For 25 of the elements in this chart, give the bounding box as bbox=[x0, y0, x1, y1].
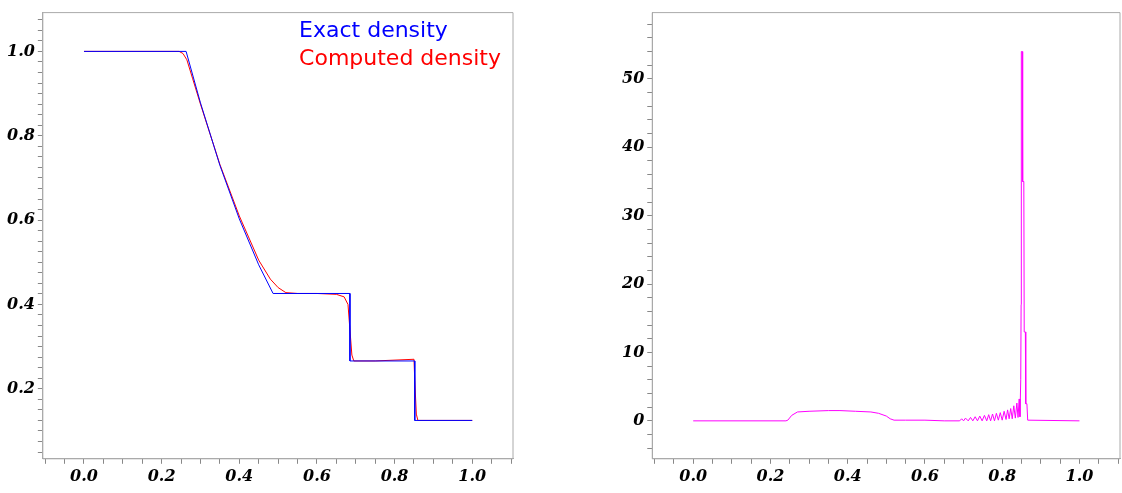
text: Computed density bbox=[299, 45, 502, 71]
y-tick-label: 20 bbox=[621, 273, 645, 293]
text: Exact density bbox=[299, 17, 448, 43]
y-tick-label: 0.6 bbox=[6, 209, 35, 229]
x-tick-label: 0.8 bbox=[988, 465, 1017, 485]
y-tick-label: 10 bbox=[622, 341, 645, 361]
y-tick-label: 30 bbox=[622, 204, 645, 224]
x-tick-label: 0.2 bbox=[147, 465, 176, 485]
x-tick-label: 0.6 bbox=[911, 465, 939, 485]
x-tick-label: 0.4 bbox=[225, 465, 254, 485]
x-tick-label: 0.0 bbox=[679, 465, 708, 485]
y-tick-label: 0 bbox=[633, 410, 645, 429]
x-tick-label: 1.0 bbox=[458, 465, 487, 485]
y-tick-label: 0.2 bbox=[6, 377, 35, 397]
x-tick-label: 0.0 bbox=[70, 465, 98, 485]
y-tick-label: 0.4 bbox=[6, 293, 35, 313]
y-tick-label: 1.0 bbox=[6, 40, 35, 60]
x-tick-label: 0.4 bbox=[833, 465, 862, 485]
x-tick-label: 0.8 bbox=[380, 465, 409, 485]
x-tick-label: 0.2 bbox=[756, 465, 785, 485]
y-tick-label: 50 bbox=[622, 68, 645, 88]
y-tick-label: 40 bbox=[622, 136, 645, 156]
y-tick-label: 0.8 bbox=[6, 124, 35, 144]
x-tick-label: 1.0 bbox=[1065, 465, 1094, 485]
x-tick-label: 0.6 bbox=[303, 465, 331, 485]
